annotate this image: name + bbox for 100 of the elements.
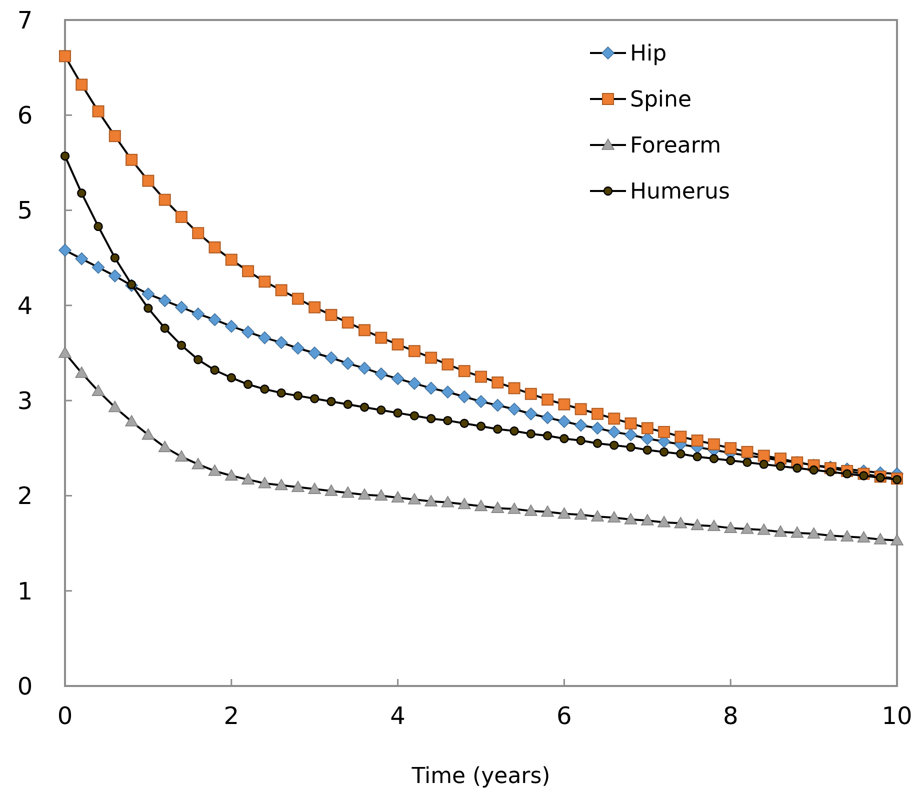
point xyxy=(591,408,604,420)
point xyxy=(144,304,153,313)
point xyxy=(293,391,303,400)
point xyxy=(724,522,737,533)
point xyxy=(759,460,768,469)
point xyxy=(274,336,288,349)
point xyxy=(809,465,818,475)
point xyxy=(242,265,254,278)
legend-label: Humerus xyxy=(630,180,730,205)
point xyxy=(740,522,754,534)
x-tick-label: 0 xyxy=(57,702,73,730)
point xyxy=(142,288,155,300)
point xyxy=(443,416,452,426)
point xyxy=(108,400,122,412)
point xyxy=(408,345,420,358)
point xyxy=(75,366,88,378)
point xyxy=(142,174,154,187)
point xyxy=(175,300,188,314)
point xyxy=(608,511,621,522)
point xyxy=(492,376,504,388)
point xyxy=(194,355,203,364)
point xyxy=(574,418,588,432)
point xyxy=(758,450,770,462)
x-tick-label: 8 xyxy=(722,702,738,730)
point xyxy=(558,415,571,428)
point xyxy=(308,301,321,314)
point xyxy=(642,445,652,455)
point xyxy=(424,382,438,395)
point xyxy=(292,292,304,305)
point xyxy=(125,415,138,426)
point xyxy=(608,412,620,425)
point xyxy=(391,491,404,503)
point xyxy=(326,396,336,406)
point xyxy=(441,386,454,398)
point xyxy=(308,346,321,360)
point xyxy=(508,502,521,514)
point xyxy=(524,388,537,400)
point xyxy=(274,478,288,490)
point xyxy=(658,516,670,528)
point xyxy=(192,308,205,320)
point xyxy=(790,526,804,538)
point xyxy=(58,346,72,358)
point xyxy=(610,440,619,450)
point xyxy=(724,442,737,454)
point xyxy=(591,422,604,435)
point xyxy=(475,370,487,383)
point xyxy=(474,500,488,512)
point xyxy=(242,473,254,484)
point xyxy=(608,426,621,438)
point xyxy=(524,504,538,516)
point xyxy=(308,482,321,494)
point xyxy=(776,462,786,471)
y-tick-label: 7 xyxy=(17,6,33,34)
point xyxy=(558,507,571,519)
point xyxy=(158,440,172,452)
point xyxy=(275,284,288,296)
y-tick-label: 1 xyxy=(17,577,33,606)
point xyxy=(840,530,854,542)
point xyxy=(158,194,171,206)
point xyxy=(742,458,752,468)
point xyxy=(890,534,904,546)
point xyxy=(341,486,354,498)
point xyxy=(541,411,554,424)
point xyxy=(591,510,604,522)
point xyxy=(824,529,837,541)
point xyxy=(58,244,72,257)
point xyxy=(424,495,438,506)
point xyxy=(857,531,870,542)
point xyxy=(741,446,754,458)
point xyxy=(624,428,638,442)
point xyxy=(510,426,519,436)
point xyxy=(376,405,386,415)
point xyxy=(360,402,370,412)
point xyxy=(393,408,402,418)
point xyxy=(225,320,238,333)
point xyxy=(108,270,122,282)
point xyxy=(691,434,704,447)
point xyxy=(276,388,286,398)
point xyxy=(142,428,155,440)
point xyxy=(92,384,105,396)
point xyxy=(110,253,120,262)
legend-label: Forearm xyxy=(630,134,721,159)
point xyxy=(690,518,704,530)
point xyxy=(92,260,105,274)
point xyxy=(442,358,454,370)
point xyxy=(208,313,222,326)
point xyxy=(508,382,520,394)
y-tick-label: 5 xyxy=(17,196,33,225)
point xyxy=(342,316,354,329)
point xyxy=(192,227,204,240)
point xyxy=(94,222,103,232)
point xyxy=(842,469,852,478)
point xyxy=(874,533,887,544)
point xyxy=(226,373,236,382)
point xyxy=(324,484,338,496)
point xyxy=(592,438,602,448)
y-tick-label: 3 xyxy=(17,386,33,415)
point xyxy=(210,366,220,375)
point xyxy=(126,154,138,166)
point xyxy=(708,520,720,532)
